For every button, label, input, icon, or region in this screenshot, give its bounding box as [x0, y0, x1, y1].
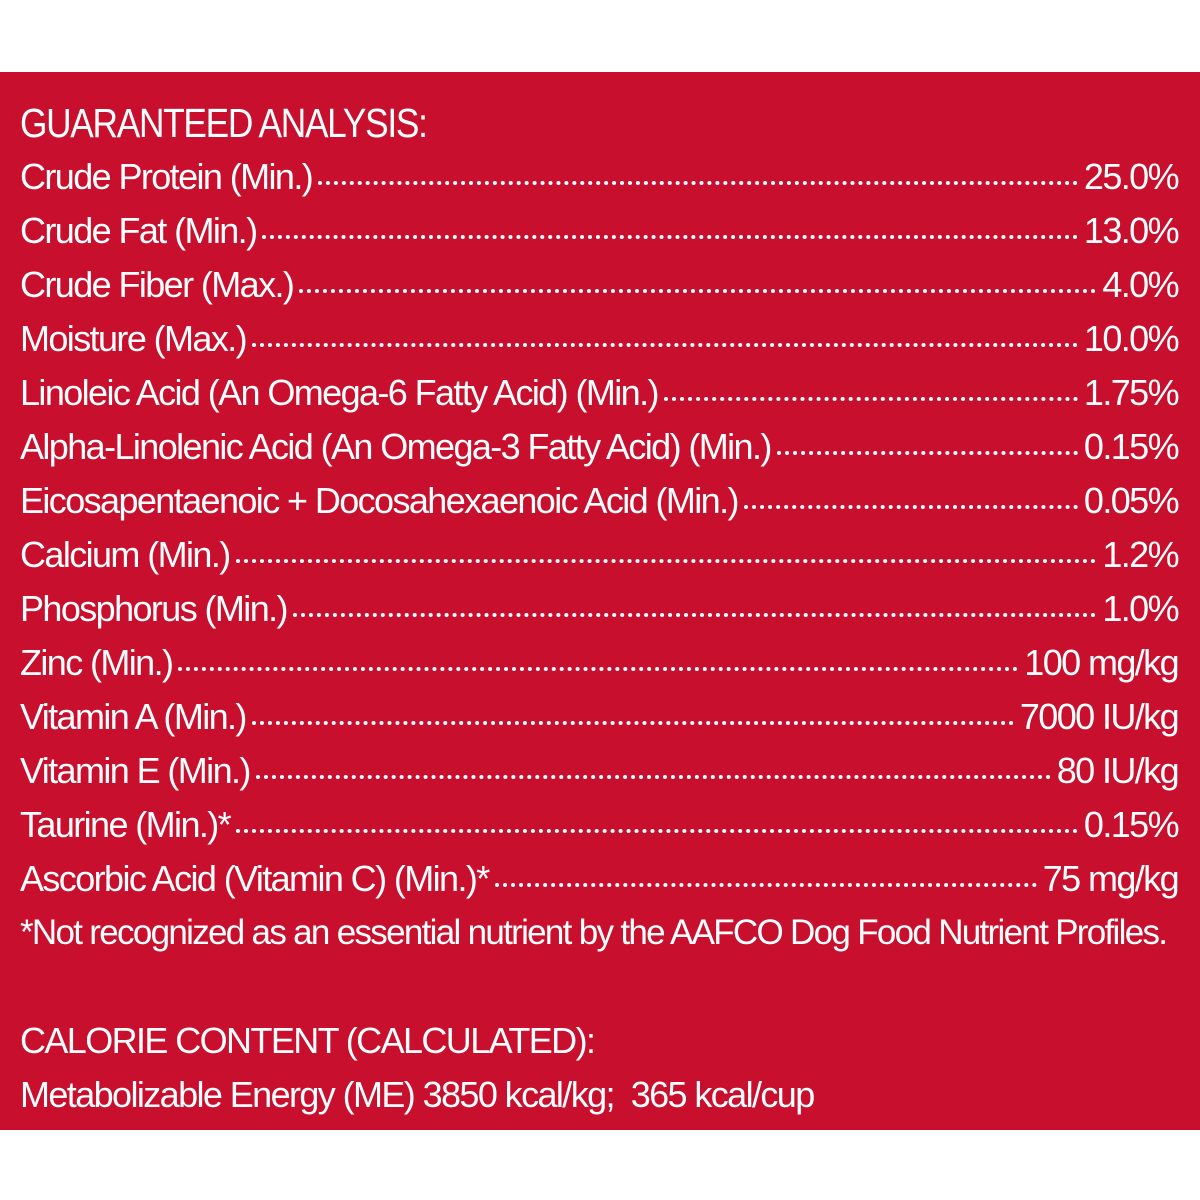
dot-leader — [663, 397, 1078, 401]
analysis-row: Crude Protein (Min.) 25.0% — [20, 150, 1180, 204]
nutrient-value: 100 mg/kg — [1024, 642, 1179, 683]
dot-leader — [236, 829, 1078, 833]
nutrient-label: Moisture (Max.) — [20, 318, 248, 359]
guaranteed-analysis-heading: GUARANTEED ANALYSIS: — [20, 100, 428, 146]
analysis-row: Vitamin A (Min.) 7000 IU/kg — [20, 690, 1180, 744]
nutrient-label: Ascorbic Acid (Vitamin C) (Min.)* — [20, 858, 490, 899]
aafco-footnote: *Not recognized as an essential nutrient… — [20, 913, 1168, 952]
metabolizable-energy-line: Metabolizable Energy (ME) 3850 kcal/kg; … — [20, 1074, 815, 1115]
nutrient-label: Zinc (Min.) — [20, 642, 174, 683]
nutrient-label: Vitamin E (Min.) — [20, 750, 251, 791]
nutrient-label: Taurine (Min.)* — [20, 804, 232, 845]
dot-leader — [251, 721, 1014, 725]
nutrient-label: Crude Protein (Min.) — [20, 156, 314, 197]
analysis-row: Crude Fiber (Max.) 4.0% — [20, 258, 1180, 312]
guaranteed-analysis-list: Crude Protein (Min.) 25.0% Crude Fat (Mi… — [20, 150, 1180, 906]
nutrient-value: 1.75% — [1083, 372, 1180, 413]
analysis-row: Linoleic Acid (An Omega-6 Fatty Acid) (M… — [20, 366, 1180, 420]
calorie-content-heading: CALORIE CONTENT (CALCULATED): — [20, 1020, 596, 1061]
nutrition-label-panel: GUARANTEED ANALYSIS: Crude Protein (Min.… — [0, 72, 1200, 1130]
nutrient-label: Linoleic Acid (An Omega-6 Fatty Acid) (M… — [20, 372, 659, 413]
dot-leader — [235, 559, 1097, 563]
nutrient-value: 0.05% — [1083, 480, 1180, 521]
analysis-row: Calcium (Min.) 1.2% — [20, 528, 1180, 582]
analysis-row: Eicosapentaenoic + Docosahexaenoic Acid … — [20, 474, 1180, 528]
nutrient-label: Calcium (Min.) — [20, 534, 231, 575]
dot-leader — [262, 235, 1078, 239]
nutrient-value: 1.2% — [1102, 534, 1179, 575]
nutrition-label-content: GUARANTEED ANALYSIS: Crude Protein (Min.… — [20, 96, 1180, 1122]
dot-leader — [292, 613, 1097, 617]
analysis-row: Ascorbic Acid (Vitamin C) (Min.)* 75 mg/… — [20, 852, 1180, 906]
dot-leader — [255, 775, 1051, 779]
nutrient-label: Phosphorus (Min.) — [20, 588, 289, 629]
nutrient-value: 10.0% — [1083, 318, 1180, 359]
analysis-row: Taurine (Min.)* 0.15% — [20, 798, 1180, 852]
dot-leader — [494, 883, 1037, 887]
analysis-row: Crude Fat (Min.) 13.0% — [20, 204, 1180, 258]
nutrient-label: Alpha-Linolenic Acid (An Omega-3 Fatty A… — [20, 426, 772, 467]
dot-leader — [299, 289, 1097, 293]
nutrient-value: 4.0% — [1102, 264, 1179, 305]
nutrient-value: 13.0% — [1083, 210, 1180, 251]
dot-leader — [318, 181, 1078, 185]
analysis-row: Zinc (Min.) 100 mg/kg — [20, 636, 1180, 690]
dot-leader — [178, 667, 1019, 671]
nutrient-value: 80 IU/kg — [1056, 750, 1180, 791]
dot-leader — [776, 451, 1078, 455]
analysis-row: Alpha-Linolenic Acid (An Omega-3 Fatty A… — [20, 420, 1180, 474]
nutrient-value: 7000 IU/kg — [1019, 696, 1180, 737]
nutrient-value: 0.15% — [1083, 426, 1180, 467]
nutrient-label: Crude Fiber (Max.) — [20, 264, 295, 305]
nutrient-label: Crude Fat (Min.) — [20, 210, 258, 251]
nutrient-value: 75 mg/kg — [1042, 858, 1180, 899]
nutrient-value: 1.0% — [1102, 588, 1179, 629]
analysis-row: Vitamin E (Min.) 80 IU/kg — [20, 744, 1180, 798]
nutrient-value: 25.0% — [1083, 156, 1180, 197]
nutrient-value: 0.15% — [1083, 804, 1180, 845]
nutrient-label: Eicosapentaenoic + Docosahexaenoic Acid … — [20, 480, 739, 521]
nutrient-label: Vitamin A (Min.) — [20, 696, 247, 737]
dot-leader — [252, 343, 1078, 347]
analysis-row: Moisture (Max.) 10.0% — [20, 312, 1180, 366]
analysis-row: Phosphorus (Min.) 1.0% — [20, 582, 1180, 636]
dot-leader — [743, 505, 1078, 509]
